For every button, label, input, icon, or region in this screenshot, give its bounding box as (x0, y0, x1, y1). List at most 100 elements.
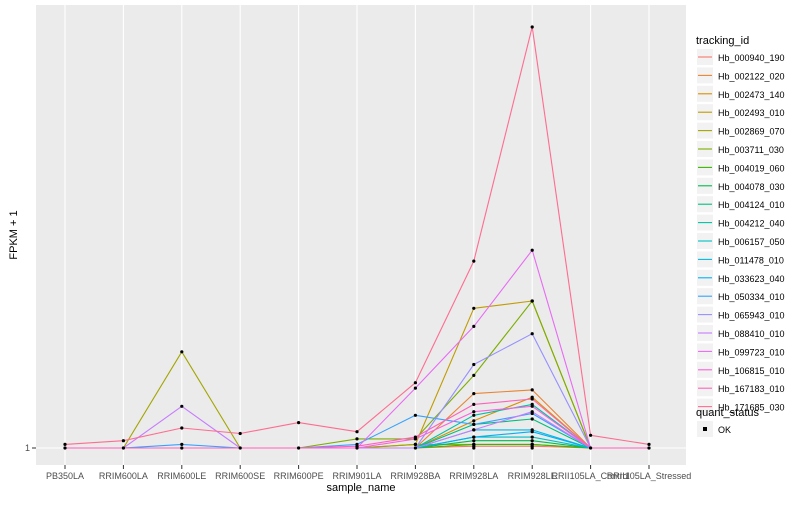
legend-label: Hb_004212_040 (718, 219, 785, 229)
data-point (530, 435, 534, 439)
data-point (413, 413, 417, 417)
x-tick-label: RRIM928LE (508, 471, 557, 481)
data-point-baseline (238, 446, 242, 450)
x-axis-title: sample_name (326, 482, 395, 494)
x-tick-label: RRIM600SE (215, 471, 265, 481)
data-point (472, 324, 476, 328)
legend-label: Hb_006157_050 (718, 237, 785, 247)
data-point (472, 410, 476, 414)
plot-panel (36, 5, 686, 465)
x-tick-label: RRIM928BA (390, 471, 440, 481)
data-point (530, 248, 534, 252)
legend-label: Hb_011478_010 (718, 255, 784, 265)
data-point (180, 426, 184, 430)
data-point (297, 421, 301, 425)
data-point (413, 381, 417, 385)
legend-label: Hb_002493_010 (718, 108, 785, 118)
data-point-baseline (647, 446, 651, 450)
x-tick-label: RRIM600PE (274, 471, 324, 481)
data-point-baseline (530, 446, 534, 450)
legend-label: Hb_004078_030 (718, 182, 785, 192)
data-point (530, 430, 534, 434)
data-point (472, 402, 476, 406)
x-tick-label: RRIM600LA (99, 471, 148, 481)
data-point (413, 435, 417, 439)
data-point (238, 431, 242, 436)
data-point (472, 419, 476, 423)
y-axis-title: FPKM + 1 (8, 210, 20, 259)
data-point (472, 306, 476, 310)
y-axis: 1 (25, 443, 36, 453)
data-point (472, 373, 476, 377)
x-tick-label: RRIM928LA (449, 471, 498, 481)
data-point (530, 442, 534, 446)
data-point-baseline (589, 446, 593, 450)
data-point (413, 386, 417, 390)
data-point (355, 430, 359, 434)
legend-title-tracking-id: tracking_id (696, 35, 749, 47)
data-point (530, 388, 534, 392)
legend-label: Hb_000940_190 (718, 53, 785, 63)
data-point (355, 437, 359, 441)
data-point (530, 404, 534, 408)
data-point (472, 428, 476, 432)
legend-label: Hb_171685_030 (718, 403, 785, 413)
x-tick-label: PB350LA (46, 471, 84, 481)
data-point-baseline (180, 446, 184, 450)
legend-label: Hb_065943_010 (718, 311, 785, 321)
data-point-baseline (297, 446, 301, 450)
data-point (472, 413, 476, 417)
data-point (472, 442, 476, 446)
legend-label: Hb_099723_010 (718, 347, 785, 357)
data-point (472, 392, 476, 396)
data-point-baseline (472, 446, 476, 450)
data-point (647, 442, 651, 446)
data-point (472, 259, 476, 263)
data-point (472, 422, 476, 426)
data-point (530, 410, 534, 414)
data-point (472, 439, 476, 443)
data-point (530, 397, 534, 401)
legend: tracking_id Hb_000940_190Hb_002122_020Hb… (696, 35, 785, 437)
data-point (530, 439, 534, 443)
legend-label: Hb_050334_010 (718, 292, 785, 302)
data-point (530, 332, 534, 336)
data-point (180, 404, 184, 408)
data-point-baseline (63, 446, 67, 450)
legend-label: Hb_002869_070 (718, 127, 785, 137)
data-point-baseline (355, 446, 359, 450)
x-tick-label: RRII105LA_Control (552, 471, 630, 481)
x-tick-label: RRIM901LA (332, 471, 381, 481)
legend-label: Hb_002122_020 (718, 71, 785, 81)
data-point (530, 299, 534, 303)
series-points (63, 25, 651, 450)
legend-point-ok (703, 427, 707, 431)
legend-label-ok: OK (718, 425, 731, 435)
data-point (180, 350, 184, 354)
data-point (589, 433, 593, 437)
data-point-baseline (121, 446, 125, 450)
data-point (472, 435, 476, 439)
legend-label: Hb_033623_040 (718, 274, 785, 284)
legend-label: Hb_088410_010 (718, 329, 785, 339)
legend-title-quant-status: quant_status (696, 407, 759, 419)
data-point-baseline (413, 446, 417, 450)
x-tick-label: RRIM600LE (157, 471, 206, 481)
data-point (413, 442, 417, 446)
data-point (180, 442, 184, 446)
legend-label: Hb_002473_140 (718, 90, 785, 100)
data-point (530, 25, 534, 29)
data-point (472, 362, 476, 367)
x-tick-label: RRII105LA_Stressed (607, 471, 692, 481)
legend-label: Hb_003711_030 (718, 145, 784, 155)
y-tick-label: 1 (25, 443, 30, 453)
x-axis: PB350LA RRIM600LA RRIM600LE RRIM600SE RRIM60… (46, 465, 691, 481)
data-point (63, 442, 67, 446)
legend-label: Hb_004124_010 (718, 200, 785, 210)
legend-label: Hb_106815_010 (718, 366, 785, 376)
legend-items: Hb_000940_190 Hb_002122_020 Hb_002473_140 H… (697, 49, 785, 415)
legend-label: Hb_004019_060 (718, 163, 785, 173)
data-point (121, 439, 125, 443)
